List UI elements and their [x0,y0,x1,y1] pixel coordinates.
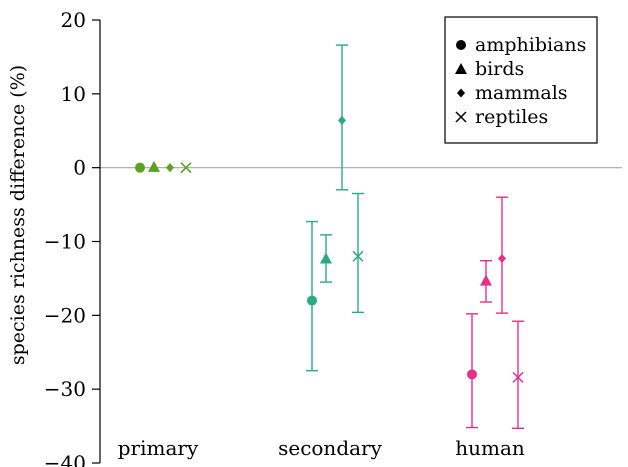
point-mammals-human [498,253,506,263]
category-label-primary: primary [118,436,199,460]
point-amphibians-secondary [307,295,317,306]
legend-marker-birds [455,63,467,74]
legend-box [444,16,598,144]
y-tick-label: −20 [44,303,86,327]
y-tick-label: 20 [61,8,86,32]
y-tick-label: 10 [61,82,86,106]
legend-label-amphibians: amphibians [475,34,586,56]
category-label-secondary: secondary [278,436,383,460]
y-tick-label: 0 [73,156,86,180]
point-birds-human [480,274,492,286]
point-mammals-secondary [338,115,346,125]
y-axis-title: species richness difference (%) [7,65,29,365]
legend-label-reptiles: reptiles [475,106,548,128]
legend-marker-mammals [457,88,465,98]
legend-marker-reptiles [455,111,467,123]
y-tick-label: −40 [44,451,86,467]
point-birds-primary [148,160,160,172]
legend-label-mammals: mammals [475,82,568,104]
point-amphibians-human [467,369,477,380]
legend-label-birds: birds [475,58,524,80]
category-label-human: human [455,436,525,460]
point-mammals-primary [166,163,174,173]
legend-marker-amphibians [456,40,466,50]
point-reptiles-primary [180,162,192,174]
point-reptiles-human [512,371,524,383]
y-tick-label: −10 [44,230,86,254]
point-birds-secondary [320,252,332,264]
point-amphibians-primary [135,162,145,173]
point-reptiles-secondary [352,250,364,262]
y-tick-label: −30 [44,377,86,401]
